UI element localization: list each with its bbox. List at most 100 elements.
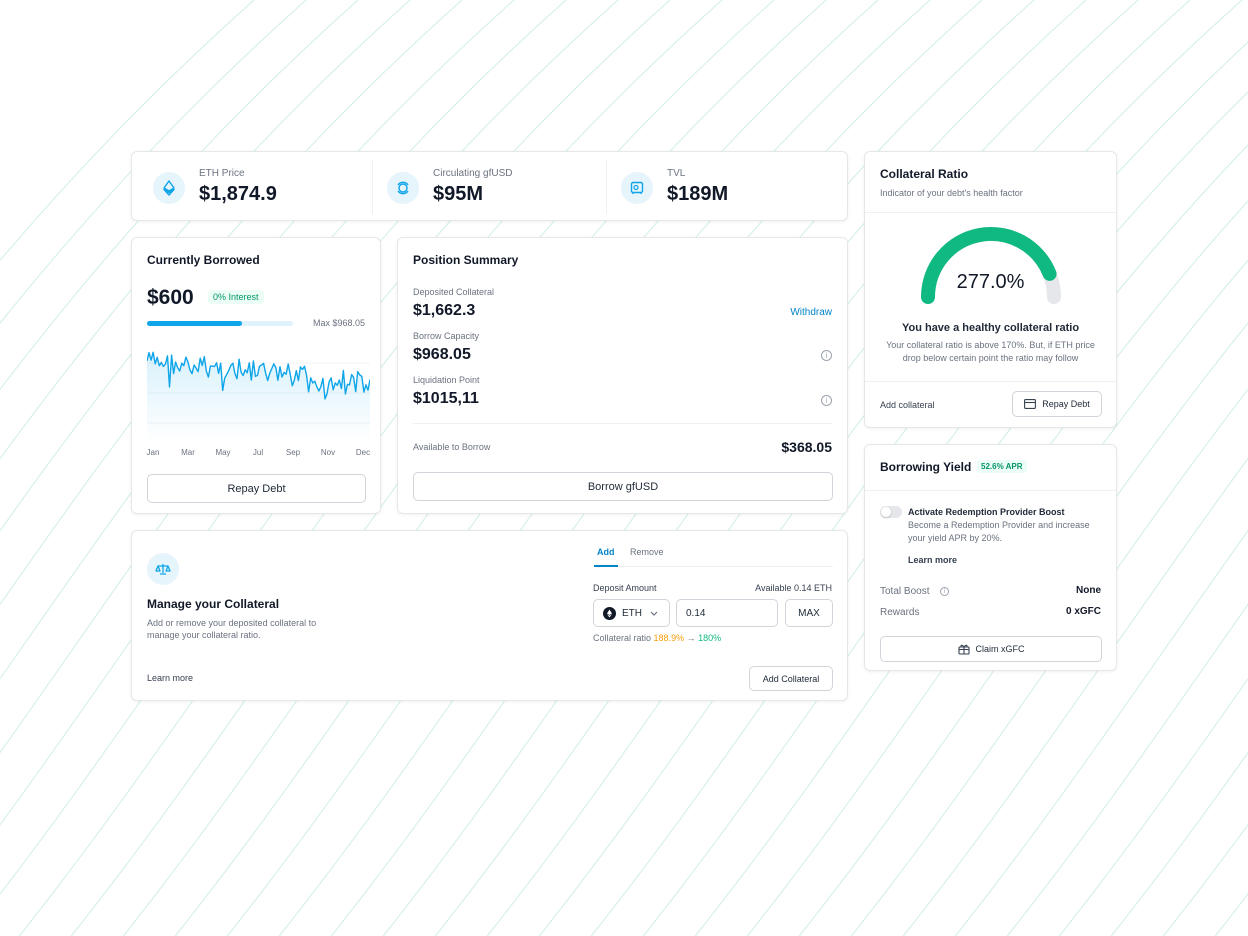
card-subtitle: Indicator of your debt's health factor — [880, 188, 1023, 198]
boost-description-line2: your yield APR by 20%. — [908, 533, 1003, 543]
learn-more-link[interactable]: Learn more — [908, 555, 958, 565]
chart-area — [147, 352, 370, 443]
stats-bar: ETH Price $1,874.9 Circulating gfUSD $95… — [131, 151, 848, 221]
add-collateral-link[interactable]: Add collateral — [880, 400, 935, 410]
borrowed-amount: $600 — [147, 286, 194, 309]
stat-divider — [606, 160, 607, 214]
stat-value-eth-price: $1,874.9 — [199, 183, 277, 205]
divider — [413, 423, 832, 424]
ratio-to: 180% — [698, 633, 722, 643]
chart-month-label: May — [215, 448, 231, 457]
ratio-change-label: Collateral ratio — [593, 633, 652, 643]
gift-icon — [957, 644, 970, 655]
liquidation-point-label: Liquidation Point — [413, 375, 480, 385]
borrow-progress-fill — [147, 321, 242, 326]
background-curve — [1006, 603, 1248, 936]
max-button[interactable]: MAX — [785, 599, 833, 627]
add-collateral-button[interactable]: Add Collateral — [749, 666, 833, 691]
divider — [865, 381, 1116, 382]
amount-input[interactable] — [676, 599, 778, 627]
background-curve — [1162, 823, 1248, 936]
total-boost-value: None — [1076, 585, 1101, 596]
chart-month-label: Dec — [355, 448, 371, 457]
stat-label-eth-price: ETH Price — [199, 168, 245, 179]
repay-debt-label: Repay Debt — [1042, 399, 1090, 409]
boost-toggle[interactable] — [880, 506, 902, 518]
claim-xgfc-button[interactable]: Claim xGFC — [880, 636, 1102, 662]
collateral-ratio-change: Collateral ratio 188.9% → 180% — [593, 633, 721, 643]
borrow-history-chart — [147, 351, 370, 443]
background-curve — [850, 388, 1248, 936]
collateral-ratio-value: 277.0% — [956, 271, 1025, 293]
stat-divider — [372, 160, 373, 214]
stat-value-circulating: $95M — [433, 183, 484, 205]
max-borrow-label: Max $968.05 — [312, 318, 365, 328]
card-title: Collateral Ratio — [880, 167, 969, 181]
background-curve — [0, 0, 255, 262]
deposit-amount-label: Deposit Amount — [593, 583, 657, 593]
background-curve — [1058, 677, 1248, 936]
deposited-collateral-value: $1,662.3 — [413, 302, 476, 319]
ratio-status: You have a healthy collateral ratio — [901, 322, 1080, 334]
ratio-description-line2: drop below certain point the ratio may f… — [902, 353, 1079, 363]
interest-badge: 0% Interest — [208, 290, 264, 304]
manage-collateral-card: Manage your Collateral Add or remove you… — [131, 530, 848, 701]
ethereum-icon — [153, 172, 185, 204]
background-curve — [1214, 893, 1248, 936]
scale-icon — [147, 553, 179, 585]
borrow-capacity-value: $968.05 — [413, 346, 471, 363]
borrow-progress-track — [147, 321, 293, 326]
chart-line — [147, 351, 370, 400]
liquidation-point-value: $1015,11 — [413, 390, 479, 407]
collateral-ratio-card: Collateral Ratio Indicator of your debt'… — [864, 151, 1117, 428]
card-icon — [1024, 399, 1037, 409]
chart-x-axis: Jan Mar May Jul Sep Nov Dec — [146, 448, 371, 460]
withdraw-link[interactable]: Withdraw — [790, 307, 832, 318]
stat-label-circulating: Circulating gfUSD — [433, 168, 513, 179]
ratio-description-line1: Your collateral ratio is above 170%. But… — [886, 340, 1095, 350]
card-title: Borrowing Yield — [880, 460, 972, 474]
available-balance: Available 0.14 ETH — [755, 583, 832, 593]
info-icon[interactable]: i — [821, 350, 832, 361]
position-summary-card: Position Summary Deposited Collateral $1… — [397, 237, 848, 514]
info-icon[interactable]: i — [821, 395, 832, 406]
currently-borrowed-card: Currently Borrowed $600 0% Interest Max … — [131, 237, 381, 514]
rewards-value: 0 xGFC — [1065, 606, 1101, 617]
borrowing-yield-card: Borrowing Yield 52.6% APR Activate Redem… — [864, 444, 1117, 671]
borrow-capacity-label: Borrow Capacity — [413, 331, 480, 341]
arrow-right-icon: → — [686, 633, 696, 643]
info-icon[interactable]: i — [940, 587, 949, 596]
deposited-collateral-label: Deposited Collateral — [413, 287, 495, 297]
tab-remove[interactable]: Remove — [630, 547, 664, 557]
chart-month-label: Jan — [146, 448, 160, 457]
learn-more-link[interactable]: Learn more — [147, 673, 194, 683]
total-boost-label: Total Boost — [880, 586, 930, 597]
divider — [865, 490, 1116, 491]
token-select[interactable]: ETH — [593, 599, 670, 627]
tab-add[interactable]: Add — [597, 547, 615, 557]
chart-month-label: Mar — [181, 448, 195, 457]
claim-xgfc-label: Claim xGFC — [975, 644, 1025, 654]
chart-month-label: Jul — [252, 448, 264, 457]
available-to-borrow-value: $368.05 — [781, 439, 832, 455]
card-title: Manage your Collateral — [147, 597, 280, 611]
repay-debt-button[interactable]: Repay Debt — [147, 474, 366, 503]
background-curve — [798, 322, 1248, 936]
card-title: Currently Borrowed — [147, 253, 260, 267]
boost-description-line1: Become a Redemption Provider and increas… — [908, 520, 1090, 530]
repay-debt-button[interactable]: Repay Debt — [1012, 391, 1102, 417]
divider — [865, 212, 1116, 213]
chart-month-label: Sep — [285, 448, 301, 457]
background-curve — [902, 457, 1248, 936]
stat-value-tvl: $189M — [667, 183, 729, 205]
rewards-label: Rewards — [880, 607, 920, 618]
ratio-from: 188.9% — [653, 633, 685, 643]
background-curve — [0, 0, 307, 324]
manage-description-line1: Add or remove your deposited collateral … — [147, 618, 317, 628]
tab-add-indicator — [594, 565, 618, 567]
borrow-gfusd-button[interactable]: Borrow gfUSD — [413, 472, 833, 501]
gauge-fill — [921, 227, 1057, 304]
circulation-icon — [387, 172, 419, 204]
boost-title: Activate Redemption Provider Boost — [908, 507, 1065, 517]
stat-label-tvl: TVL — [667, 168, 686, 179]
